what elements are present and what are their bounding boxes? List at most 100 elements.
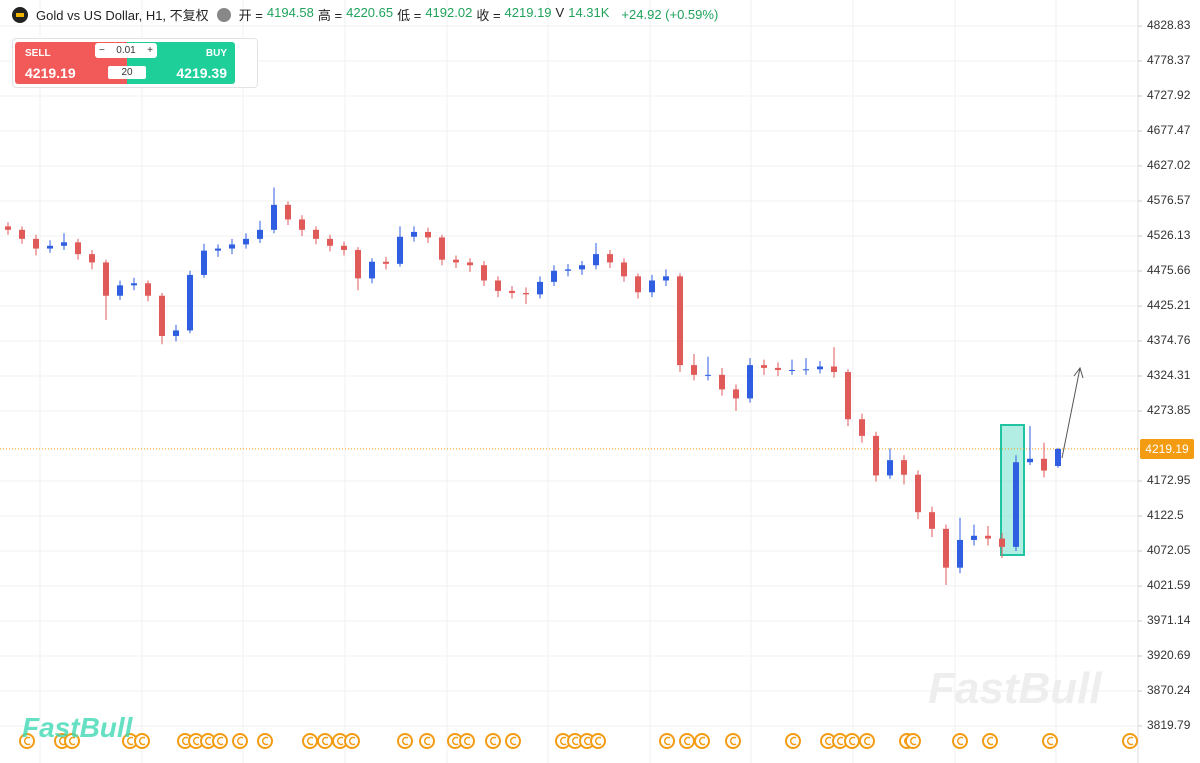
candle-body bbox=[131, 283, 137, 286]
candle-body bbox=[719, 374, 725, 390]
event-icon bbox=[1122, 733, 1138, 749]
candle-body bbox=[817, 366, 823, 370]
candle-body bbox=[173, 330, 179, 336]
event-icon-mark bbox=[663, 736, 671, 746]
candle-body bbox=[971, 535, 977, 540]
ohlc-fields: 开 = 4194.58 高 = 4220.65 低 = 4192.02 收 = 4219.19… bbox=[239, 5, 614, 24]
event-icon bbox=[590, 733, 606, 749]
change: +24.92 (+0.59%) bbox=[621, 7, 719, 22]
candle-body bbox=[117, 285, 123, 296]
field-label: 开 = bbox=[238, 8, 263, 23]
field-label: 低 = bbox=[397, 8, 422, 23]
event-icon-mark bbox=[1126, 736, 1134, 746]
event-icon-mark bbox=[956, 736, 964, 746]
event-icon-mark bbox=[863, 736, 871, 746]
event-icon bbox=[982, 733, 998, 749]
event-icon-mark bbox=[698, 736, 706, 746]
settings-icon[interactable] bbox=[216, 7, 231, 22]
candle-body bbox=[341, 245, 347, 250]
event-icon-mark bbox=[986, 736, 994, 746]
candle-body bbox=[327, 238, 333, 246]
candle-body bbox=[159, 295, 165, 336]
watermark: FastBull bbox=[928, 664, 1102, 713]
event-icon-mark bbox=[463, 736, 471, 746]
candle-body bbox=[943, 528, 949, 568]
candle-body bbox=[145, 283, 151, 296]
event-icon bbox=[679, 733, 695, 749]
candle-body bbox=[915, 474, 921, 513]
candle-body bbox=[649, 280, 655, 293]
event-icon-mark bbox=[216, 736, 224, 746]
event-icon bbox=[257, 733, 273, 749]
event-icon-mark bbox=[571, 736, 579, 746]
quantity-input[interactable]: −0.01 + bbox=[95, 43, 157, 58]
event-icon bbox=[232, 733, 248, 749]
y-tick-label: 4727.92 bbox=[1147, 88, 1191, 102]
candle-body bbox=[803, 369, 809, 371]
candle-body bbox=[747, 365, 753, 399]
event-icon bbox=[694, 733, 710, 749]
candle-body bbox=[215, 248, 221, 251]
candle-body bbox=[61, 242, 67, 246]
candle-body bbox=[1055, 448, 1061, 466]
candle-body bbox=[985, 535, 991, 539]
candle-body bbox=[313, 229, 319, 239]
leverage[interactable]: 20 bbox=[108, 66, 146, 79]
event-icon-mark bbox=[1046, 736, 1054, 746]
event-icon bbox=[505, 733, 521, 749]
y-tick-label: 4576.57 bbox=[1147, 193, 1191, 207]
candle-body bbox=[551, 270, 557, 282]
candle-body bbox=[243, 238, 249, 245]
candle-body bbox=[873, 435, 879, 476]
event-icon bbox=[19, 733, 35, 749]
y-tick-label: 4526.13 bbox=[1147, 228, 1191, 242]
event-icon-mark bbox=[909, 736, 917, 746]
event-icon-mark bbox=[824, 736, 832, 746]
candle-body bbox=[691, 365, 697, 375]
event-icon bbox=[844, 733, 860, 749]
trade-widget: SELL 4219.19 BUY 4219.39 −0.01 + 20 bbox=[12, 38, 258, 88]
field-label: 收 = bbox=[476, 8, 501, 23]
sell-label: SELL bbox=[25, 48, 51, 59]
candle-body bbox=[957, 539, 963, 568]
candle-body bbox=[1041, 458, 1047, 471]
candle-body bbox=[201, 250, 207, 275]
y-tick-label: 4172.95 bbox=[1147, 473, 1191, 487]
event-icon bbox=[212, 733, 228, 749]
event-icon-mark bbox=[594, 736, 602, 746]
symbol-icon bbox=[12, 6, 28, 23]
event-icon-mark bbox=[583, 736, 591, 746]
y-tick-label: 4475.66 bbox=[1147, 263, 1191, 277]
field: 开 = 4194.58 bbox=[239, 5, 314, 24]
candle-body bbox=[509, 290, 515, 293]
candle-body bbox=[999, 538, 1005, 547]
candle-body bbox=[523, 292, 529, 295]
candle-body bbox=[75, 242, 81, 255]
event-icon-mark bbox=[789, 736, 797, 746]
event-icon-mark bbox=[138, 736, 146, 746]
candle-body bbox=[929, 512, 935, 529]
event-icon-mark bbox=[489, 736, 497, 746]
field-value: 4192.02 bbox=[425, 5, 473, 20]
event-icon-mark bbox=[306, 736, 314, 746]
candle-body bbox=[663, 276, 669, 281]
candle-body bbox=[1013, 462, 1019, 547]
y-tick-label: 4324.31 bbox=[1147, 368, 1191, 382]
candle-body bbox=[901, 460, 907, 475]
event-icon bbox=[419, 733, 435, 749]
candle-body bbox=[355, 249, 361, 279]
candle-body bbox=[481, 265, 487, 281]
event-icon bbox=[485, 733, 501, 749]
candle-body bbox=[299, 219, 305, 230]
candle-body bbox=[593, 254, 599, 266]
event-icon bbox=[64, 733, 80, 749]
candle-body bbox=[677, 276, 683, 366]
event-icon-mark bbox=[23, 736, 31, 746]
event-icon-mark bbox=[236, 736, 244, 746]
candle-body bbox=[47, 245, 53, 249]
field-value: 4194.58 bbox=[266, 5, 314, 20]
event-icon-mark bbox=[336, 736, 344, 746]
candle-body bbox=[495, 280, 501, 291]
y-tick-label: 3870.24 bbox=[1147, 683, 1191, 697]
